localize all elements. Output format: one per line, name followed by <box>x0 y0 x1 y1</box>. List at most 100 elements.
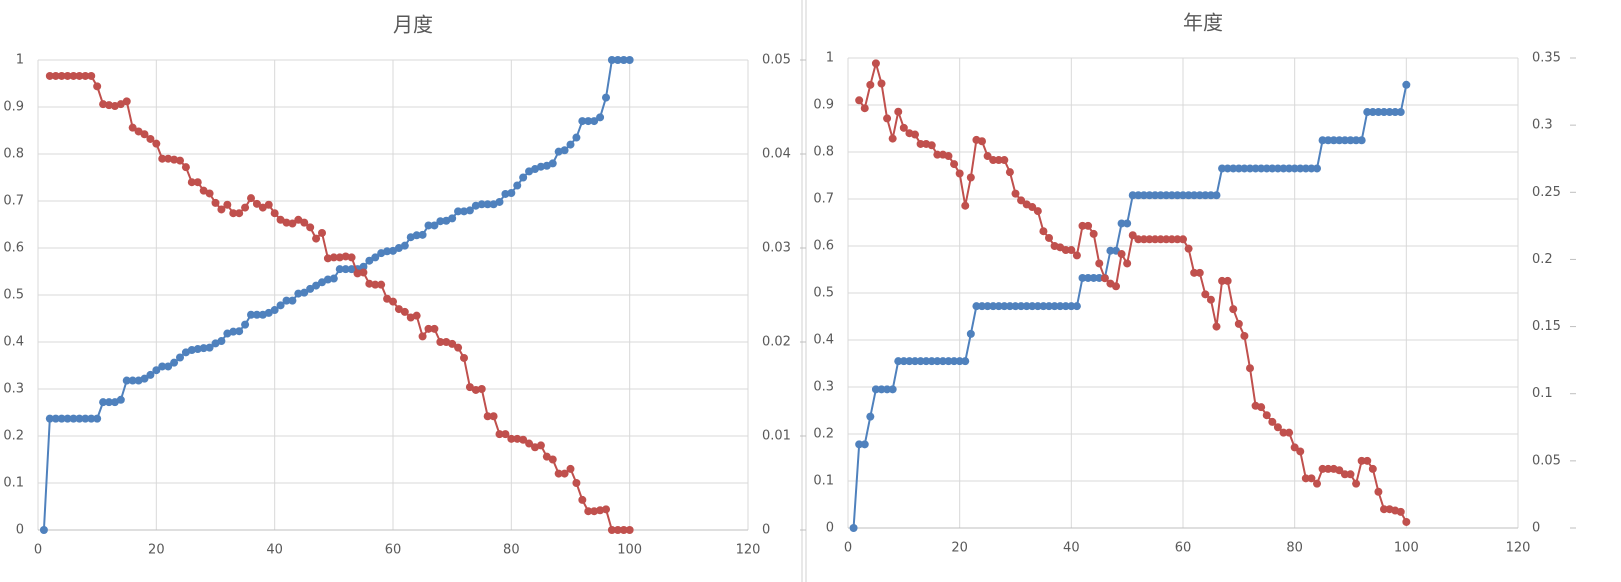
data-point <box>596 506 605 515</box>
data-point <box>460 207 468 216</box>
y2-tick-label: 0 <box>762 523 770 538</box>
data-point <box>619 526 628 534</box>
y-tick-label: 0.2 <box>813 427 834 442</box>
data-point <box>989 156 998 165</box>
data-point <box>1033 302 1042 311</box>
data-point <box>1050 302 1059 311</box>
data-point <box>424 324 433 333</box>
data-point <box>495 197 504 206</box>
data-point <box>1100 274 1109 283</box>
data-point <box>116 100 125 109</box>
data-point <box>855 96 864 105</box>
data-point <box>122 376 131 385</box>
data-point <box>1290 164 1299 173</box>
y2-tick-label: 0.04 <box>762 147 791 162</box>
data-point <box>1162 191 1171 200</box>
data-point <box>1167 191 1176 200</box>
data-point <box>1078 221 1087 230</box>
data-point <box>536 162 545 171</box>
data-point <box>288 219 297 228</box>
data-point <box>1022 302 1031 311</box>
data-point <box>1296 164 1305 173</box>
data-point <box>1039 302 1048 311</box>
data-point <box>1402 517 1411 526</box>
y-tick-label: 0.4 <box>3 335 24 350</box>
data-point <box>329 253 338 262</box>
data-point <box>572 133 581 142</box>
data-point <box>1234 164 1243 173</box>
data-point <box>306 284 315 293</box>
x-tick-label: 60 <box>385 543 402 558</box>
data-point <box>1151 235 1160 244</box>
data-point <box>1385 108 1394 117</box>
data-point <box>252 310 261 319</box>
data-point <box>916 357 925 366</box>
data-point <box>1307 474 1316 483</box>
data-point <box>1201 191 1210 200</box>
data-point <box>448 214 457 223</box>
data-point <box>905 357 914 366</box>
data-point <box>318 228 326 237</box>
data-point <box>365 279 374 288</box>
data-point <box>122 97 131 106</box>
data-point <box>241 203 250 212</box>
data-point <box>1084 221 1093 230</box>
data-point <box>1206 295 1215 304</box>
data-point <box>1112 282 1120 291</box>
data-point <box>1240 164 1249 173</box>
data-point <box>229 327 238 336</box>
x-tick-label: 0 <box>844 541 852 556</box>
data-point <box>1301 164 1310 173</box>
data-point <box>1324 464 1333 473</box>
data-point <box>323 254 332 263</box>
data-point <box>93 82 102 91</box>
data-point <box>1229 305 1238 314</box>
data-point <box>1357 136 1366 145</box>
data-point <box>972 302 981 311</box>
data-point <box>329 274 338 283</box>
data-point <box>501 430 510 439</box>
data-point <box>1335 466 1344 475</box>
y-tick-label: 0 <box>16 523 24 538</box>
y2-tick-label: 0.01 <box>762 429 791 444</box>
data-point <box>613 526 622 534</box>
data-point <box>507 434 516 443</box>
data-point <box>294 215 303 224</box>
data-point <box>1017 302 1026 311</box>
data-point <box>1279 164 1288 173</box>
data-point <box>300 218 309 227</box>
y-tick-label: 0.8 <box>813 145 834 160</box>
data-point <box>69 414 78 423</box>
data-point <box>888 134 897 143</box>
data-point <box>560 146 569 155</box>
data-point <box>193 178 202 187</box>
data-point <box>217 205 226 214</box>
data-point <box>460 353 468 362</box>
data-point <box>602 93 610 102</box>
y-tick-label: 0.6 <box>813 239 834 254</box>
data-point <box>1329 136 1338 145</box>
y-tick-label: 0 <box>826 521 834 536</box>
data-point <box>1089 273 1098 282</box>
data-point <box>1201 290 1210 299</box>
data-point <box>1151 191 1160 200</box>
data-point <box>542 452 551 461</box>
data-point <box>888 385 897 394</box>
y2-tick-label: 0.1 <box>1532 386 1553 401</box>
data-point <box>193 345 202 354</box>
data-point <box>152 366 161 375</box>
data-point <box>45 71 54 80</box>
data-point <box>93 414 102 423</box>
data-point <box>389 297 397 306</box>
data-point <box>911 130 919 139</box>
data-point <box>57 71 66 80</box>
data-point <box>383 247 392 256</box>
data-point <box>978 302 986 311</box>
data-point <box>938 357 947 366</box>
data-point <box>1352 479 1361 488</box>
data-point <box>944 152 953 161</box>
data-point <box>1318 136 1327 145</box>
data-point <box>1106 246 1115 255</box>
data-point <box>501 189 510 198</box>
data-point <box>883 385 892 394</box>
